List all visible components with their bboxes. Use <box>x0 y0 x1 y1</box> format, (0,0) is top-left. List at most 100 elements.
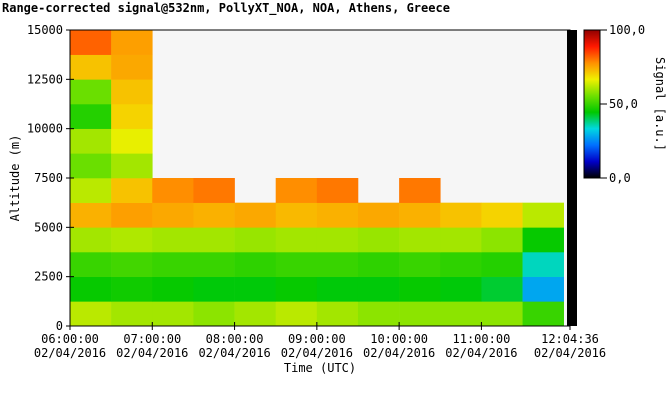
x-axis-label: Time (UTC) <box>284 361 356 375</box>
heatmap-cell <box>70 79 112 105</box>
heatmap-cell <box>481 276 523 302</box>
heatmap-cell <box>275 301 318 327</box>
x-tick-label: 11:00:00 02/04/2016 <box>445 332 517 360</box>
x-tick-label: 06:00:00 02/04/2016 <box>34 332 106 360</box>
heatmap-cell <box>440 276 482 302</box>
heatmap-cell <box>111 202 153 228</box>
heatmap-cell <box>70 252 112 277</box>
heatmap-cell <box>234 202 277 228</box>
heatmap-cell <box>111 301 153 327</box>
heatmap-cell <box>275 227 318 253</box>
heatmap-cell <box>440 202 482 228</box>
heatmap-cell <box>70 128 112 154</box>
heatmap-cell <box>193 301 235 327</box>
heatmap-cell <box>357 301 400 327</box>
heatmap-cell <box>152 227 194 253</box>
x-tick-label: 10:00:00 02/04/2016 <box>363 332 435 360</box>
x-tick-label: 12:04:36 02/04/2016 <box>534 332 606 360</box>
no-data-bar <box>567 30 577 326</box>
heatmap-cell <box>111 178 153 203</box>
heatmap-cell <box>440 301 482 327</box>
heatmap-cell <box>481 227 523 253</box>
heatmap-cell <box>522 227 564 253</box>
heatmap-cell <box>152 202 194 228</box>
heatmap-cell <box>70 104 112 129</box>
heatmap-cell <box>357 227 400 253</box>
heatmap-cell <box>193 252 235 277</box>
heatmap-cell <box>111 54 153 80</box>
heatmap-cell <box>70 30 112 55</box>
heatmap-cell <box>111 128 153 154</box>
heatmap-cell <box>357 202 400 228</box>
heatmap-cell <box>316 178 359 203</box>
heatmap-cell <box>481 301 523 327</box>
heatmap-cell <box>399 227 441 253</box>
heatmap-cell <box>152 276 194 302</box>
x-tick-label: 09:00:00 02/04/2016 <box>281 332 353 360</box>
heatmap-cell <box>275 178 318 203</box>
heatmap-cell <box>399 276 441 302</box>
heatmap-cell <box>234 301 277 327</box>
heatmap-cell <box>234 252 277 277</box>
heatmap-cell <box>70 276 112 302</box>
heatmap-cell <box>522 252 564 277</box>
x-tick-label: 07:00:00 02/04/2016 <box>116 332 188 360</box>
heatmap-cell <box>193 202 235 228</box>
heatmap-cell <box>399 301 441 327</box>
heatmap-cell <box>399 252 441 277</box>
heatmap-cell <box>70 227 112 253</box>
colorbar <box>583 29 601 179</box>
y-tick-label: 10000 <box>27 122 63 136</box>
heatmap-cell <box>275 202 318 228</box>
heatmap-cell <box>193 178 235 203</box>
heatmap-cell <box>111 30 153 55</box>
heatmap-cell <box>522 301 564 327</box>
heatmap-cell <box>193 276 235 302</box>
heatmap-cell <box>316 301 359 327</box>
heatmap-cell <box>111 276 153 302</box>
colorbar-tick-label: 100,0 <box>609 23 645 37</box>
colorbar-tick-label: 0,0 <box>609 171 631 185</box>
heatmap-cell <box>111 79 153 105</box>
heatmap-cell <box>481 252 523 277</box>
colorbar-tick-label: 50,0 <box>609 97 638 111</box>
heatmap-cell <box>234 276 277 302</box>
heatmap-cell <box>111 252 153 277</box>
heatmap-cell <box>70 178 112 203</box>
heatmap-cell <box>70 153 112 179</box>
colorbar-label: Signal [a.u.] <box>653 57 667 151</box>
y-tick-label: 15000 <box>27 23 63 37</box>
y-axis-label: Altitude (m) <box>8 135 22 222</box>
heatmap-cell <box>275 252 318 277</box>
heatmap-cell <box>111 104 153 129</box>
heatmap-cell <box>522 276 564 302</box>
heatmap-cell <box>357 252 400 277</box>
heatmap-cell <box>357 276 400 302</box>
y-tick-label: 5000 <box>34 220 63 234</box>
heatmap-cell <box>111 227 153 253</box>
heatmap-cell <box>440 252 482 277</box>
heatmap-cell <box>193 227 235 253</box>
heatmap-cell <box>111 153 153 179</box>
heatmap-cell <box>481 202 523 228</box>
heatmap-cell <box>440 227 482 253</box>
heatmap-cell <box>70 202 112 228</box>
x-tick-label: 08:00:00 02/04/2016 <box>198 332 270 360</box>
y-tick-label: 0 <box>56 319 63 333</box>
heatmap-cell <box>399 202 441 228</box>
y-tick-label: 12500 <box>27 72 63 86</box>
heatmap-cell <box>70 54 112 80</box>
heatmap-cell <box>70 301 112 327</box>
heatmap-cell <box>234 227 277 253</box>
heatmap-cell <box>316 276 359 302</box>
heatmap-cell <box>316 227 359 253</box>
heatmap <box>70 30 564 327</box>
heatmap-cell <box>316 252 359 277</box>
heatmap-cell <box>522 202 564 228</box>
y-tick-label: 7500 <box>34 171 63 185</box>
heatmap-cell <box>316 202 359 228</box>
chart-title: Range-corrected signal@532nm, PollyXT_NO… <box>2 1 450 16</box>
heatmap-cell <box>152 301 194 327</box>
heatmap-cell <box>275 276 318 302</box>
